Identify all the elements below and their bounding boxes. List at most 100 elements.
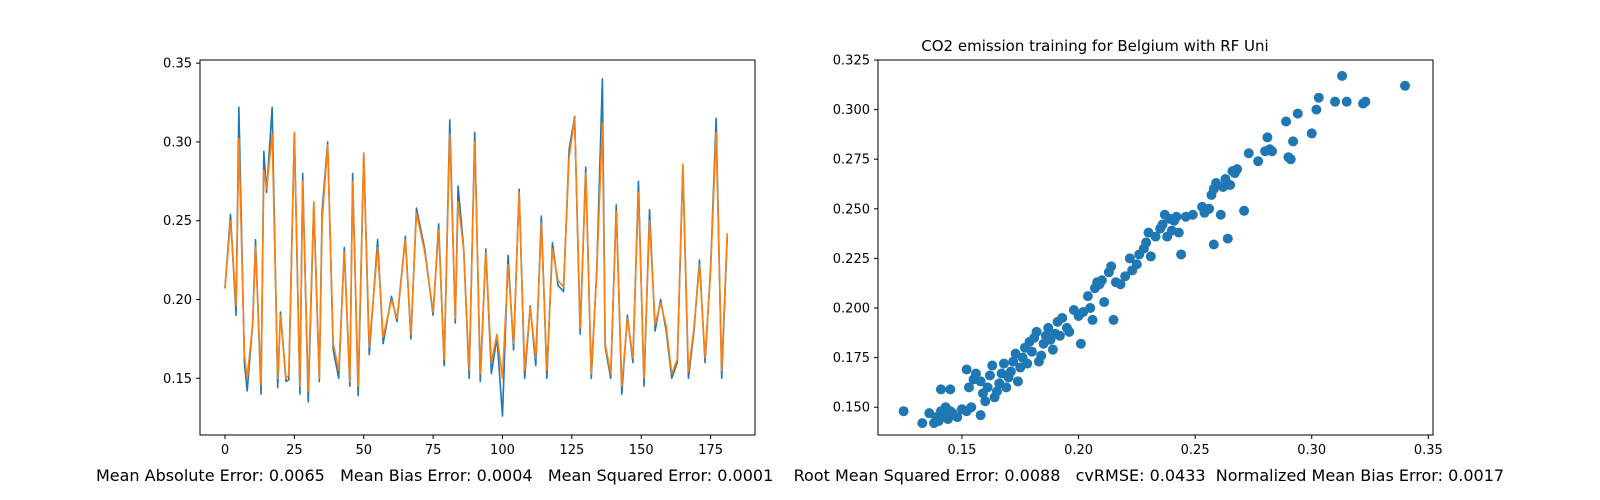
scatter-point bbox=[1187, 209, 1198, 220]
scatter-point bbox=[1075, 338, 1086, 349]
line-plot: 0 25 50 75 100 125 150 175 0.15 0.20 0.25 0.30 0.35 bbox=[163, 57, 756, 458]
scatter-point bbox=[952, 412, 963, 423]
scatter-point bbox=[1096, 275, 1107, 286]
scatter-point bbox=[998, 358, 1009, 369]
scatter-point bbox=[1225, 180, 1236, 190]
scatter-point bbox=[935, 384, 946, 395]
scatter-y-tick-label: 0.300 bbox=[833, 103, 870, 118]
scatter-point bbox=[1036, 350, 1047, 361]
scatter-point bbox=[1124, 253, 1135, 264]
scatter-point bbox=[987, 360, 998, 371]
line-y-tick-label: 0.25 bbox=[163, 214, 192, 229]
line-x-tick-label: 100 bbox=[490, 443, 515, 458]
line-x-tick-label: 175 bbox=[698, 443, 723, 458]
scatter-plot-frame bbox=[877, 59, 1434, 436]
scatter-point bbox=[1047, 344, 1058, 355]
line-y-tick-label: 0.35 bbox=[163, 57, 192, 72]
scatter-x-tick-label: 0.30 bbox=[1297, 443, 1326, 458]
scatter-point bbox=[1145, 251, 1156, 262]
line-series-layer bbox=[224, 78, 729, 417]
scatter-point bbox=[975, 376, 986, 387]
scatter-point bbox=[1131, 259, 1142, 270]
line-axes-ticks: 0 25 50 75 100 125 150 175 0.15 0.20 0.25 0.30 0.35 bbox=[163, 57, 723, 458]
line-x-tick-label: 75 bbox=[425, 443, 442, 458]
scatter-plot: CO2 emission training for Belgium with R… bbox=[833, 37, 1443, 458]
scatter-point bbox=[1239, 205, 1250, 216]
scatter-y-tick-label: 0.150 bbox=[833, 401, 870, 416]
scatter-y-tick-label: 0.325 bbox=[833, 54, 870, 69]
line-x-tick-label: 25 bbox=[286, 443, 303, 458]
scatter-point bbox=[1204, 203, 1215, 214]
line-y-tick-label: 0.20 bbox=[163, 293, 192, 308]
scatter-point bbox=[1208, 239, 1219, 250]
scatter-point bbox=[980, 396, 991, 407]
scatter-point bbox=[1120, 271, 1131, 282]
scatter-point bbox=[1087, 314, 1098, 325]
scatter-point bbox=[1008, 356, 1019, 367]
scatter-point bbox=[970, 368, 981, 379]
line-x-tick-label: 0 bbox=[221, 443, 229, 458]
line-y-tick-label: 0.15 bbox=[163, 372, 192, 387]
scatter-point bbox=[1337, 70, 1348, 81]
scatter-point bbox=[1232, 164, 1243, 175]
scatter-point bbox=[982, 382, 993, 393]
scatter-point bbox=[1400, 80, 1411, 91]
scatter-point bbox=[1043, 322, 1054, 333]
scatter-x-tick-label: 0.35 bbox=[1414, 443, 1443, 458]
scatter-y-tick-label: 0.250 bbox=[833, 202, 870, 217]
scatter-point bbox=[1360, 96, 1371, 107]
scatter-point bbox=[1262, 132, 1273, 143]
scatter-y-tick-label: 0.225 bbox=[833, 252, 870, 267]
scatter-point bbox=[1306, 128, 1317, 139]
scatter-point bbox=[1215, 209, 1226, 220]
scatter-point bbox=[945, 384, 956, 395]
scatter-chart-title: CO2 emission training for Belgium with R… bbox=[921, 37, 1268, 55]
scatter-point bbox=[1012, 376, 1023, 387]
scatter-axes-ticks: 0.15 0.20 0.25 0.30 0.35 0.150 0.175 0.200 0.225… bbox=[833, 54, 1443, 459]
line-y-tick-label: 0.30 bbox=[163, 135, 192, 150]
scatter-point bbox=[1285, 154, 1296, 165]
scatter-point bbox=[1054, 330, 1065, 341]
scatter-point bbox=[1026, 346, 1037, 357]
scatter-point bbox=[1157, 219, 1168, 230]
scatter-point bbox=[991, 386, 1002, 397]
scatter-point bbox=[975, 410, 986, 421]
scatter-point bbox=[1057, 312, 1068, 323]
scatter-point bbox=[1288, 136, 1299, 147]
scatter-point bbox=[898, 406, 909, 417]
scatter-point bbox=[1176, 249, 1187, 260]
scatter-point bbox=[1108, 314, 1119, 325]
scatter-y-tick-label: 0.200 bbox=[833, 302, 870, 317]
scatter-point bbox=[984, 370, 995, 381]
scatter-point bbox=[1281, 116, 1292, 127]
scatter-point bbox=[1222, 233, 1233, 244]
scatter-point bbox=[1313, 92, 1324, 103]
scatter-point bbox=[1001, 382, 1012, 393]
scatter-y-tick-label: 0.275 bbox=[833, 153, 870, 168]
scatter-x-tick-label: 0.25 bbox=[1181, 443, 1210, 458]
line-plot-frame bbox=[199, 59, 756, 436]
scatter-point bbox=[961, 364, 972, 375]
scatter-point bbox=[1311, 104, 1322, 115]
line-x-tick-label: 150 bbox=[629, 443, 654, 458]
scatter-point bbox=[1085, 303, 1096, 314]
scatter-x-tick-label: 0.15 bbox=[947, 443, 976, 458]
scatter-point bbox=[1082, 291, 1093, 302]
scatter-point bbox=[1150, 231, 1161, 242]
scatter-point bbox=[1171, 211, 1182, 222]
scatter-point bbox=[1253, 156, 1264, 167]
scatter-point bbox=[917, 418, 928, 429]
scatter-point bbox=[1005, 366, 1016, 377]
scatter-point bbox=[1341, 96, 1352, 107]
scatter-point bbox=[1267, 146, 1278, 157]
scatter-point bbox=[963, 382, 974, 393]
scatter-point bbox=[966, 402, 977, 413]
scatter-point bbox=[1064, 326, 1075, 337]
scatter-y-tick-label: 0.175 bbox=[833, 351, 870, 366]
scatter-point bbox=[1330, 96, 1341, 107]
scatter-point bbox=[1022, 358, 1033, 369]
scatter-point bbox=[1243, 148, 1254, 159]
line-x-tick-label: 50 bbox=[355, 443, 372, 458]
line-series-2 bbox=[224, 117, 729, 392]
